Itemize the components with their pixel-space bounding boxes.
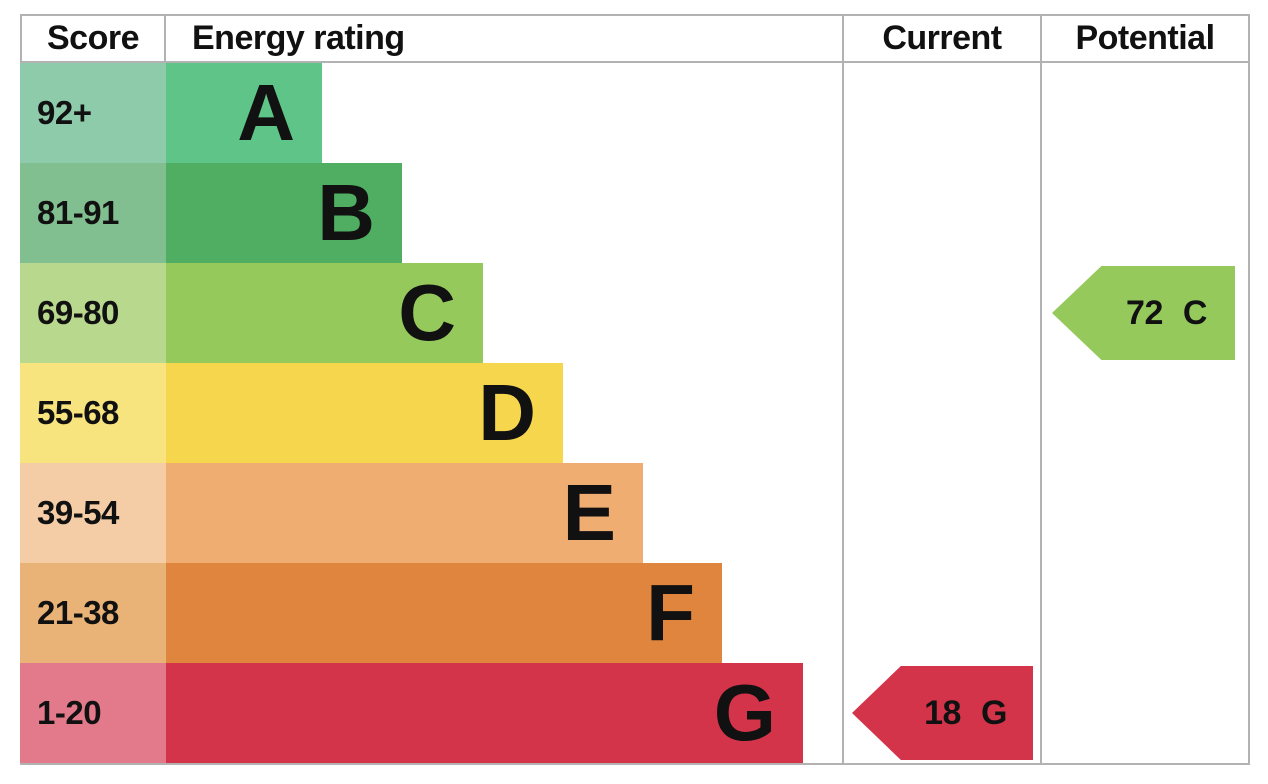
band-d-letter: D bbox=[478, 368, 536, 457]
band-d-score-label: 55-68 bbox=[37, 394, 119, 431]
score-column-header: Score bbox=[20, 15, 166, 61]
band-c-score-label: 69-80 bbox=[37, 294, 119, 331]
energy-rating-header-label: Energy rating bbox=[192, 18, 405, 57]
band-b-bar: B bbox=[166, 163, 402, 263]
band-b-letter: B bbox=[317, 168, 375, 257]
score-column-divider bbox=[164, 14, 166, 63]
potential-rating-letter: C bbox=[1182, 293, 1208, 332]
current-rating-value: 18 bbox=[924, 693, 961, 732]
potential-rating-arrow: 72 C bbox=[1052, 266, 1235, 360]
potential-column-divider bbox=[1040, 14, 1042, 765]
band-row-f: 21-38 F bbox=[20, 563, 1040, 663]
table-right-border bbox=[1248, 14, 1250, 765]
current-column-header: Current bbox=[844, 15, 1040, 61]
band-b-score-cell: 81-91 bbox=[20, 163, 166, 263]
score-header-label: Score bbox=[47, 18, 140, 57]
current-header-label: Current bbox=[882, 18, 1002, 57]
band-d-bar: D bbox=[166, 363, 563, 463]
energy-rating-column-header: Energy rating bbox=[166, 15, 868, 61]
band-a-letter: A bbox=[237, 68, 295, 157]
band-g-bar: G bbox=[166, 663, 803, 763]
band-a-score-label: 92+ bbox=[37, 94, 92, 131]
band-row-e: 39-54 E bbox=[20, 463, 1040, 563]
band-f-letter: F bbox=[646, 568, 695, 657]
band-b-score-label: 81-91 bbox=[37, 194, 119, 231]
table-bottom-border bbox=[20, 763, 1250, 765]
header-bottom-border bbox=[20, 61, 1250, 63]
band-row-g: 1-20 G bbox=[20, 663, 1040, 763]
band-e-score-label: 39-54 bbox=[37, 494, 119, 531]
band-a-bar: A bbox=[166, 63, 322, 163]
band-f-score-cell: 21-38 bbox=[20, 563, 166, 663]
band-c-score-cell: 69-80 bbox=[20, 263, 166, 363]
header-left-border bbox=[20, 14, 22, 63]
band-g-score-cell: 1-20 bbox=[20, 663, 166, 763]
band-e-letter: E bbox=[562, 468, 616, 557]
band-g-letter: G bbox=[713, 668, 776, 757]
band-e-score-cell: 39-54 bbox=[20, 463, 166, 563]
current-column-divider bbox=[842, 14, 844, 765]
potential-rating-value: 72 bbox=[1126, 293, 1163, 332]
band-c-letter: C bbox=[398, 268, 456, 357]
current-rating-letter: G bbox=[980, 693, 1007, 732]
band-d-score-cell: 55-68 bbox=[20, 363, 166, 463]
band-row-c: 69-80 C bbox=[20, 263, 1040, 363]
band-c-bar: C bbox=[166, 263, 483, 363]
band-g-score-label: 1-20 bbox=[37, 694, 102, 731]
band-a-score-cell: 92+ bbox=[20, 63, 166, 163]
band-e-bar: E bbox=[166, 463, 643, 563]
potential-header-label: Potential bbox=[1075, 18, 1215, 57]
band-row-b: 81-91 B bbox=[20, 163, 1040, 263]
band-f-score-label: 21-38 bbox=[37, 594, 119, 631]
table-top-border bbox=[20, 14, 1250, 16]
band-f-bar: F bbox=[166, 563, 722, 663]
band-row-d: 55-68 D bbox=[20, 363, 1040, 463]
band-row-a: 92+ A bbox=[20, 63, 1040, 163]
potential-column-header: Potential bbox=[1042, 15, 1248, 61]
